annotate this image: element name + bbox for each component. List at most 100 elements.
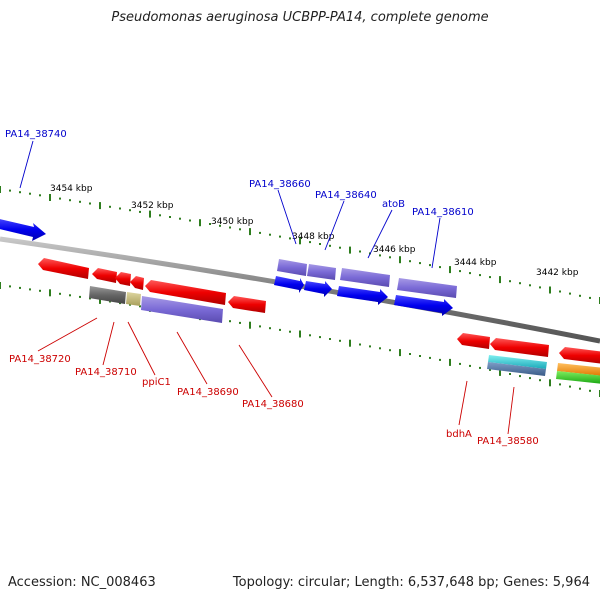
scale-major-tick — [549, 286, 551, 294]
scale-minor-tick — [479, 274, 481, 277]
label-PA14_38580[interactable]: PA14_38580 — [477, 436, 539, 447]
scale-minor-tick — [309, 334, 311, 337]
gene-PA14_38660[interactable] — [277, 259, 307, 276]
leader-PA14_38580 — [507, 386, 515, 435]
gene-red-d[interactable] — [130, 276, 144, 290]
scale-minor-tick — [479, 366, 481, 369]
scale-minor-tick — [539, 286, 541, 289]
scale-minor-tick — [239, 321, 241, 324]
leader-PA14_38660 — [277, 189, 297, 245]
scale-minor-tick — [559, 290, 561, 293]
scale-minor-tick — [559, 383, 561, 386]
gene-PA14_38580[interactable] — [487, 362, 546, 376]
scale-minor-tick — [439, 266, 441, 269]
scale-minor-tick — [79, 295, 81, 298]
scale-major-tick — [449, 358, 451, 366]
scale-minor-tick — [409, 353, 411, 355]
scale-minor-tick — [569, 292, 571, 295]
gene-red-h[interactable] — [559, 347, 600, 364]
leader-PA14_38710 — [102, 321, 115, 366]
label-atoB[interactable]: atoB — [382, 199, 405, 210]
leader-PA14_38680 — [238, 344, 273, 398]
scale-minor-tick — [109, 205, 111, 208]
label-bdhA[interactable]: bdhA — [446, 429, 472, 440]
scale-minor-tick — [319, 243, 321, 245]
gene-PA14_38740[interactable] — [0, 218, 46, 241]
leader-PA14_38690 — [176, 331, 208, 385]
label-PA14_38690[interactable]: PA14_38690 — [177, 387, 239, 398]
gene-PA14_38660-lower[interactable] — [274, 276, 304, 293]
scale-minor-tick — [69, 199, 71, 202]
gene-red-f[interactable] — [228, 296, 266, 313]
gene-bdhA[interactable] — [457, 333, 490, 349]
label-PA14_38740[interactable]: PA14_38740 — [5, 129, 67, 140]
scale-major-tick — [399, 349, 401, 357]
scale-minor-tick — [229, 320, 231, 323]
gene-PA14_38610[interactable] — [397, 278, 457, 298]
gene-atoB[interactable] — [340, 268, 390, 287]
scale-major-tick — [149, 210, 151, 218]
label-ppiC1[interactable]: ppiC1 — [142, 377, 171, 388]
label-PA14_38640[interactable]: PA14_38640 — [315, 190, 377, 201]
scale-minor-tick — [9, 189, 11, 192]
scale-minor-tick — [119, 207, 121, 210]
gene-PA14_38690[interactable] — [141, 296, 223, 323]
label-PA14_38680[interactable]: PA14_38680 — [242, 399, 304, 410]
gene-PA14_38610-lower[interactable] — [394, 295, 453, 316]
leader-ppiC1 — [127, 321, 156, 376]
scale-minor-tick — [379, 254, 381, 257]
scale-minor-tick — [529, 284, 531, 287]
scale-minor-tick — [259, 325, 261, 328]
scale-major-tick — [249, 321, 251, 329]
scale-minor-tick — [539, 379, 541, 382]
label-PA14_38610[interactable]: PA14_38610 — [412, 207, 474, 218]
scale-minor-tick — [369, 345, 371, 348]
scale-label-3454: 3454 kbp — [50, 184, 93, 194]
scale-minor-tick — [29, 288, 31, 291]
gene-red-g[interactable] — [490, 338, 549, 357]
scale-minor-tick — [129, 303, 131, 306]
scale-minor-tick — [179, 217, 181, 220]
gene-PA14_38710[interactable] — [126, 292, 141, 306]
scale-minor-tick — [279, 235, 281, 238]
scale-label-3448: 3448 kbp — [292, 232, 335, 242]
label-PA14_38660[interactable]: PA14_38660 — [249, 179, 311, 190]
gene-green[interactable] — [556, 371, 600, 384]
scale-major-tick — [249, 228, 251, 236]
inner-scale-ring — [0, 282, 600, 397]
scale-minor-tick — [509, 280, 511, 283]
scale-minor-tick — [269, 233, 271, 236]
scale-minor-tick — [419, 262, 421, 265]
gene-atoB-lower[interactable] — [337, 286, 388, 305]
scale-minor-tick — [9, 285, 11, 288]
scale-minor-tick — [309, 241, 311, 244]
gene-PA14_38640[interactable] — [307, 264, 336, 280]
scale-minor-tick — [59, 197, 61, 200]
gene-PA14_38580-top[interactable] — [488, 355, 547, 369]
scale-minor-tick — [589, 389, 591, 392]
label-PA14_38720[interactable]: PA14_38720 — [9, 354, 71, 365]
scale-minor-tick — [489, 368, 491, 371]
gene-orange[interactable] — [557, 363, 600, 376]
scale-minor-tick — [459, 270, 461, 273]
scale-major-tick — [99, 296, 101, 304]
leader-PA14_38640 — [324, 200, 345, 251]
leader-PA14_38720 — [37, 317, 98, 352]
scale-minor-tick — [469, 272, 471, 275]
scale-minor-tick — [79, 200, 81, 203]
scale-major-tick — [499, 276, 501, 284]
label-PA14_38710[interactable]: PA14_38710 — [75, 367, 137, 378]
scale-minor-tick — [289, 330, 291, 333]
accession-text: Accession: NC_008463 — [8, 575, 156, 590]
gene-PA14_38640-lower[interactable] — [304, 281, 332, 297]
gene-red-e[interactable] — [145, 280, 226, 305]
scale-minor-tick — [219, 224, 221, 227]
gene-red-b[interactable] — [92, 268, 117, 283]
gene-red-c[interactable] — [115, 272, 131, 286]
gene-PA14_38720[interactable] — [89, 286, 126, 304]
scale-major-tick — [349, 339, 351, 347]
gene-red-a[interactable] — [38, 258, 89, 279]
scale-minor-tick — [359, 343, 361, 346]
scale-minor-tick — [279, 328, 281, 331]
